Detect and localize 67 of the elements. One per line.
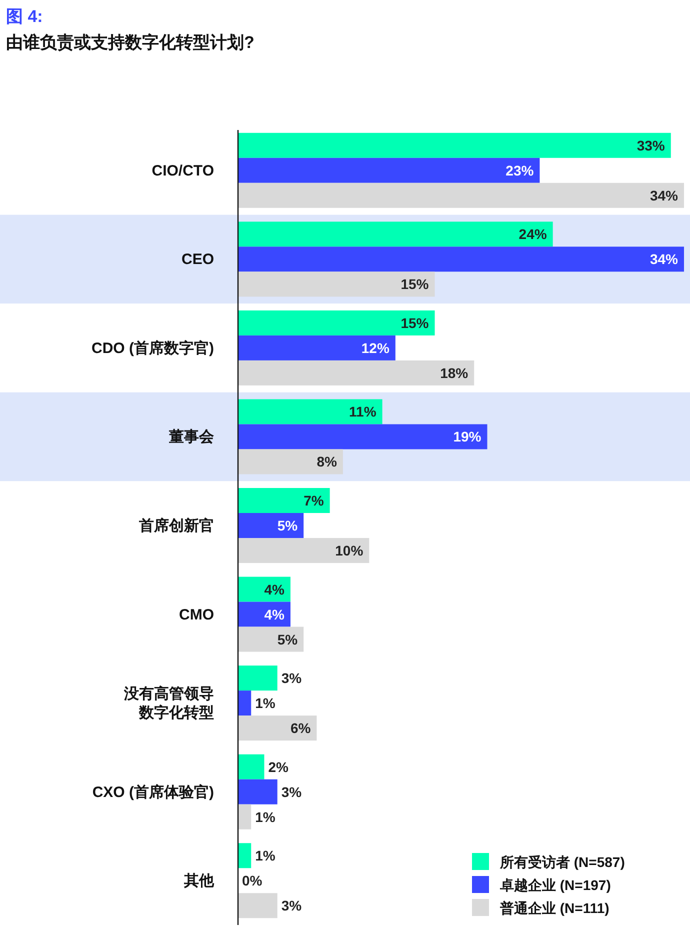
data-label: 11% <box>349 404 377 420</box>
y-tick-label: CXO (首席体验官) <box>92 782 214 801</box>
data-label: 15% <box>400 314 430 331</box>
legend-label: 所有受访者 (N=587) <box>499 854 625 870</box>
bar <box>238 182 684 208</box>
data-label: 23% <box>506 162 534 178</box>
data-label: 1% <box>255 808 276 825</box>
y-tick-label: CDO (首席数字官) <box>92 338 214 357</box>
y-tick-label: CIO/CTO <box>152 162 214 180</box>
chart-subtitle: 由谁负责或支持数字化转型计划? <box>6 33 254 52</box>
bar <box>238 424 488 450</box>
bar <box>238 779 278 804</box>
data-label: 3% <box>281 784 302 800</box>
bar <box>238 576 290 602</box>
data-label: 18% <box>440 364 469 381</box>
bar <box>238 335 396 360</box>
legend-label: 卓越企业 (N=197) <box>499 877 611 893</box>
data-label: 5% <box>277 631 298 648</box>
bar <box>238 602 290 627</box>
data-label: 10% <box>335 542 364 558</box>
bar <box>238 449 343 474</box>
bar <box>238 488 330 513</box>
data-label: 3% <box>281 670 302 686</box>
bar <box>238 246 684 272</box>
bar <box>238 804 252 830</box>
bar <box>238 158 540 183</box>
data-label: 34% <box>650 187 679 204</box>
legend-label: 普通企业 (N=111) <box>499 900 610 916</box>
y-tick-label: 首席创新官 <box>138 516 214 534</box>
bar <box>238 716 317 741</box>
data-label: 15% <box>400 276 430 292</box>
text: 图 4: <box>6 7 43 26</box>
bar <box>238 538 370 563</box>
bar <box>238 513 304 538</box>
data-label: 8% <box>316 454 338 470</box>
data-label: 4% <box>264 606 286 622</box>
data-label: 1% <box>255 848 276 864</box>
bar <box>238 843 252 868</box>
bar <box>238 360 474 386</box>
bar <box>238 310 435 336</box>
bar <box>238 222 553 247</box>
y-tick-label: CEO <box>181 251 214 268</box>
bar <box>238 399 382 424</box>
bar <box>238 754 264 780</box>
data-label: 3% <box>281 898 302 914</box>
bar <box>238 626 304 652</box>
bar <box>238 272 435 297</box>
bar <box>238 132 671 158</box>
data-label: 5% <box>277 518 298 534</box>
data-label: 12% <box>361 340 390 356</box>
data-label: 34% <box>650 251 679 268</box>
bar <box>238 690 252 716</box>
data-label: 7% <box>304 492 324 508</box>
data-label: 2% <box>268 758 290 775</box>
y-tick-label: 没有高管领导数字化转型 <box>123 684 214 722</box>
data-label: 33% <box>636 137 666 154</box>
data-label: 1% <box>255 695 276 712</box>
data-label: 6% <box>290 720 312 736</box>
bar <box>238 666 278 691</box>
y-tick-label: 其他 <box>183 872 215 890</box>
bar <box>238 893 278 918</box>
data-label: 19% <box>453 428 482 445</box>
data-label: 4% <box>264 581 286 598</box>
y-tick-label: 董事会 <box>168 428 215 446</box>
y-tick-label: CMO <box>179 606 214 624</box>
data-label: 24% <box>518 226 548 242</box>
data-label: 0% <box>242 872 263 889</box>
